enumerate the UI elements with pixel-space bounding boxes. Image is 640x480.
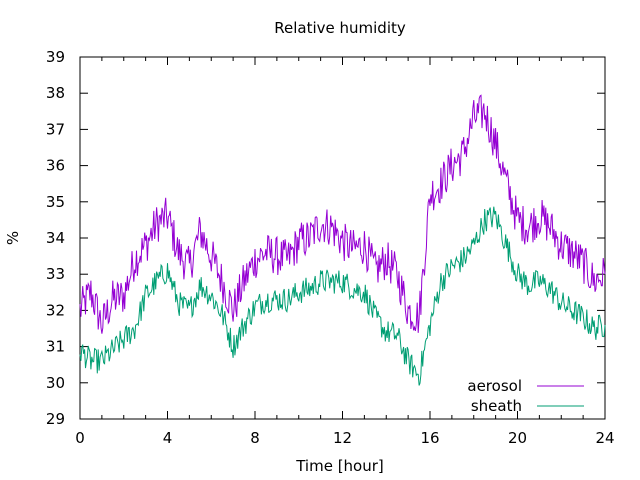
x-tick-label: 0 <box>75 429 85 447</box>
legend-label-aerosol: aerosol <box>467 377 522 395</box>
x-tick-label: 16 <box>420 429 439 447</box>
axis-ticks: 29 30 31 32 33 34 35 36 37 38 39 0 4 8 12 16 20 24 <box>46 48 615 447</box>
legend: aerosol sheath <box>467 377 584 415</box>
x-tick-label: 24 <box>595 429 614 447</box>
x-tick-label: 8 <box>250 429 260 447</box>
y-tick-label: 35 <box>46 193 65 211</box>
series-line-aerosol <box>79 94 606 334</box>
legend-label-sheath: sheath <box>471 397 522 415</box>
y-tick-label: 31 <box>46 338 65 356</box>
x-tick-label: 20 <box>508 429 527 447</box>
y-tick-label: 30 <box>46 374 65 392</box>
y-tick-label: 33 <box>46 265 65 283</box>
y-tick-label: 39 <box>46 48 65 66</box>
y-tick-label: 36 <box>46 157 65 175</box>
chart-title: Relative humidity <box>274 19 406 37</box>
y-tick-label: 38 <box>46 84 65 102</box>
series-line-sheath <box>79 206 606 386</box>
x-tick-label: 4 <box>163 429 173 447</box>
y-tick-label: 29 <box>46 410 65 428</box>
y-axis-label: % <box>4 231 22 245</box>
y-tick-label: 34 <box>46 229 65 247</box>
x-tick-label: 12 <box>333 429 352 447</box>
y-tick-label: 32 <box>46 301 65 319</box>
y-tick-label: 37 <box>46 120 65 138</box>
series-layer <box>79 94 606 386</box>
x-axis-label: Time [hour] <box>295 457 384 475</box>
